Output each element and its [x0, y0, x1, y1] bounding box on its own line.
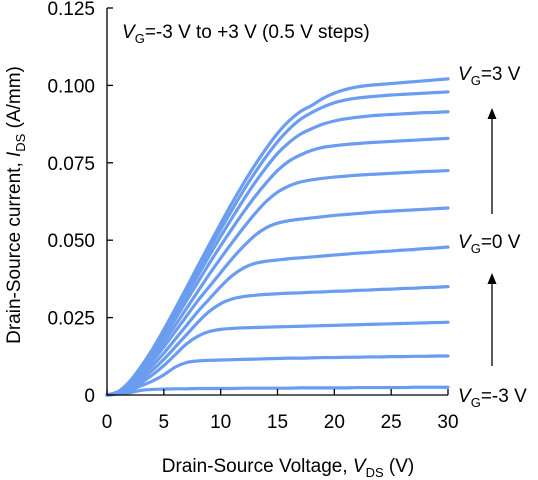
id-vd-curve-2 — [105, 320, 450, 397]
arrow-upper — [487, 108, 497, 214]
x-tick-label: 0 — [102, 412, 113, 433]
x-tick-label: 10 — [210, 412, 231, 433]
id-vd-curve-4 — [105, 245, 450, 397]
x-ticks: 0 5 10 15 20 25 30 — [102, 389, 459, 433]
x-tick-label: 30 — [437, 412, 458, 433]
x-axis-title: Drain-Source Voltage, VDS (V) — [162, 456, 415, 480]
y-tick-label: 0.100 — [47, 76, 95, 97]
y-tick-label: 0.050 — [47, 231, 95, 252]
id-vd-curve-3 — [105, 285, 450, 397]
label-vg-bottom: VG=-3 V — [458, 386, 527, 410]
x-tick-label: 20 — [324, 412, 345, 433]
y-ticks: 0 0.025 0.050 0.075 0.100 0.125 — [47, 0, 113, 407]
label-vg-top: VG=3 V — [458, 64, 521, 88]
id-vd-curve-10 — [105, 77, 450, 397]
y-axis-title: Drain-Source current, IDS (A/mm) — [4, 66, 28, 344]
arrow-lower — [487, 273, 497, 366]
y-tick-label: 0 — [84, 386, 95, 407]
label-vg-mid: VG=0 V — [458, 232, 521, 256]
y-tick-label: 0.125 — [47, 0, 95, 20]
curves-group — [105, 77, 450, 397]
y-tick-label: 0.075 — [47, 154, 95, 175]
y-tick-label: 0.025 — [47, 309, 95, 330]
x-tick-label: 5 — [159, 412, 170, 433]
x-tick-label: 25 — [381, 412, 402, 433]
id-vd-curve-6 — [105, 168, 450, 397]
id-vd-curve-5 — [105, 206, 450, 397]
id-vd-curve-7 — [105, 136, 450, 397]
x-tick-label: 15 — [267, 412, 288, 433]
range-annotation: VG=-3 V to +3 V (0.5 V steps) — [122, 22, 370, 46]
id-vd-curve-1 — [105, 354, 450, 397]
